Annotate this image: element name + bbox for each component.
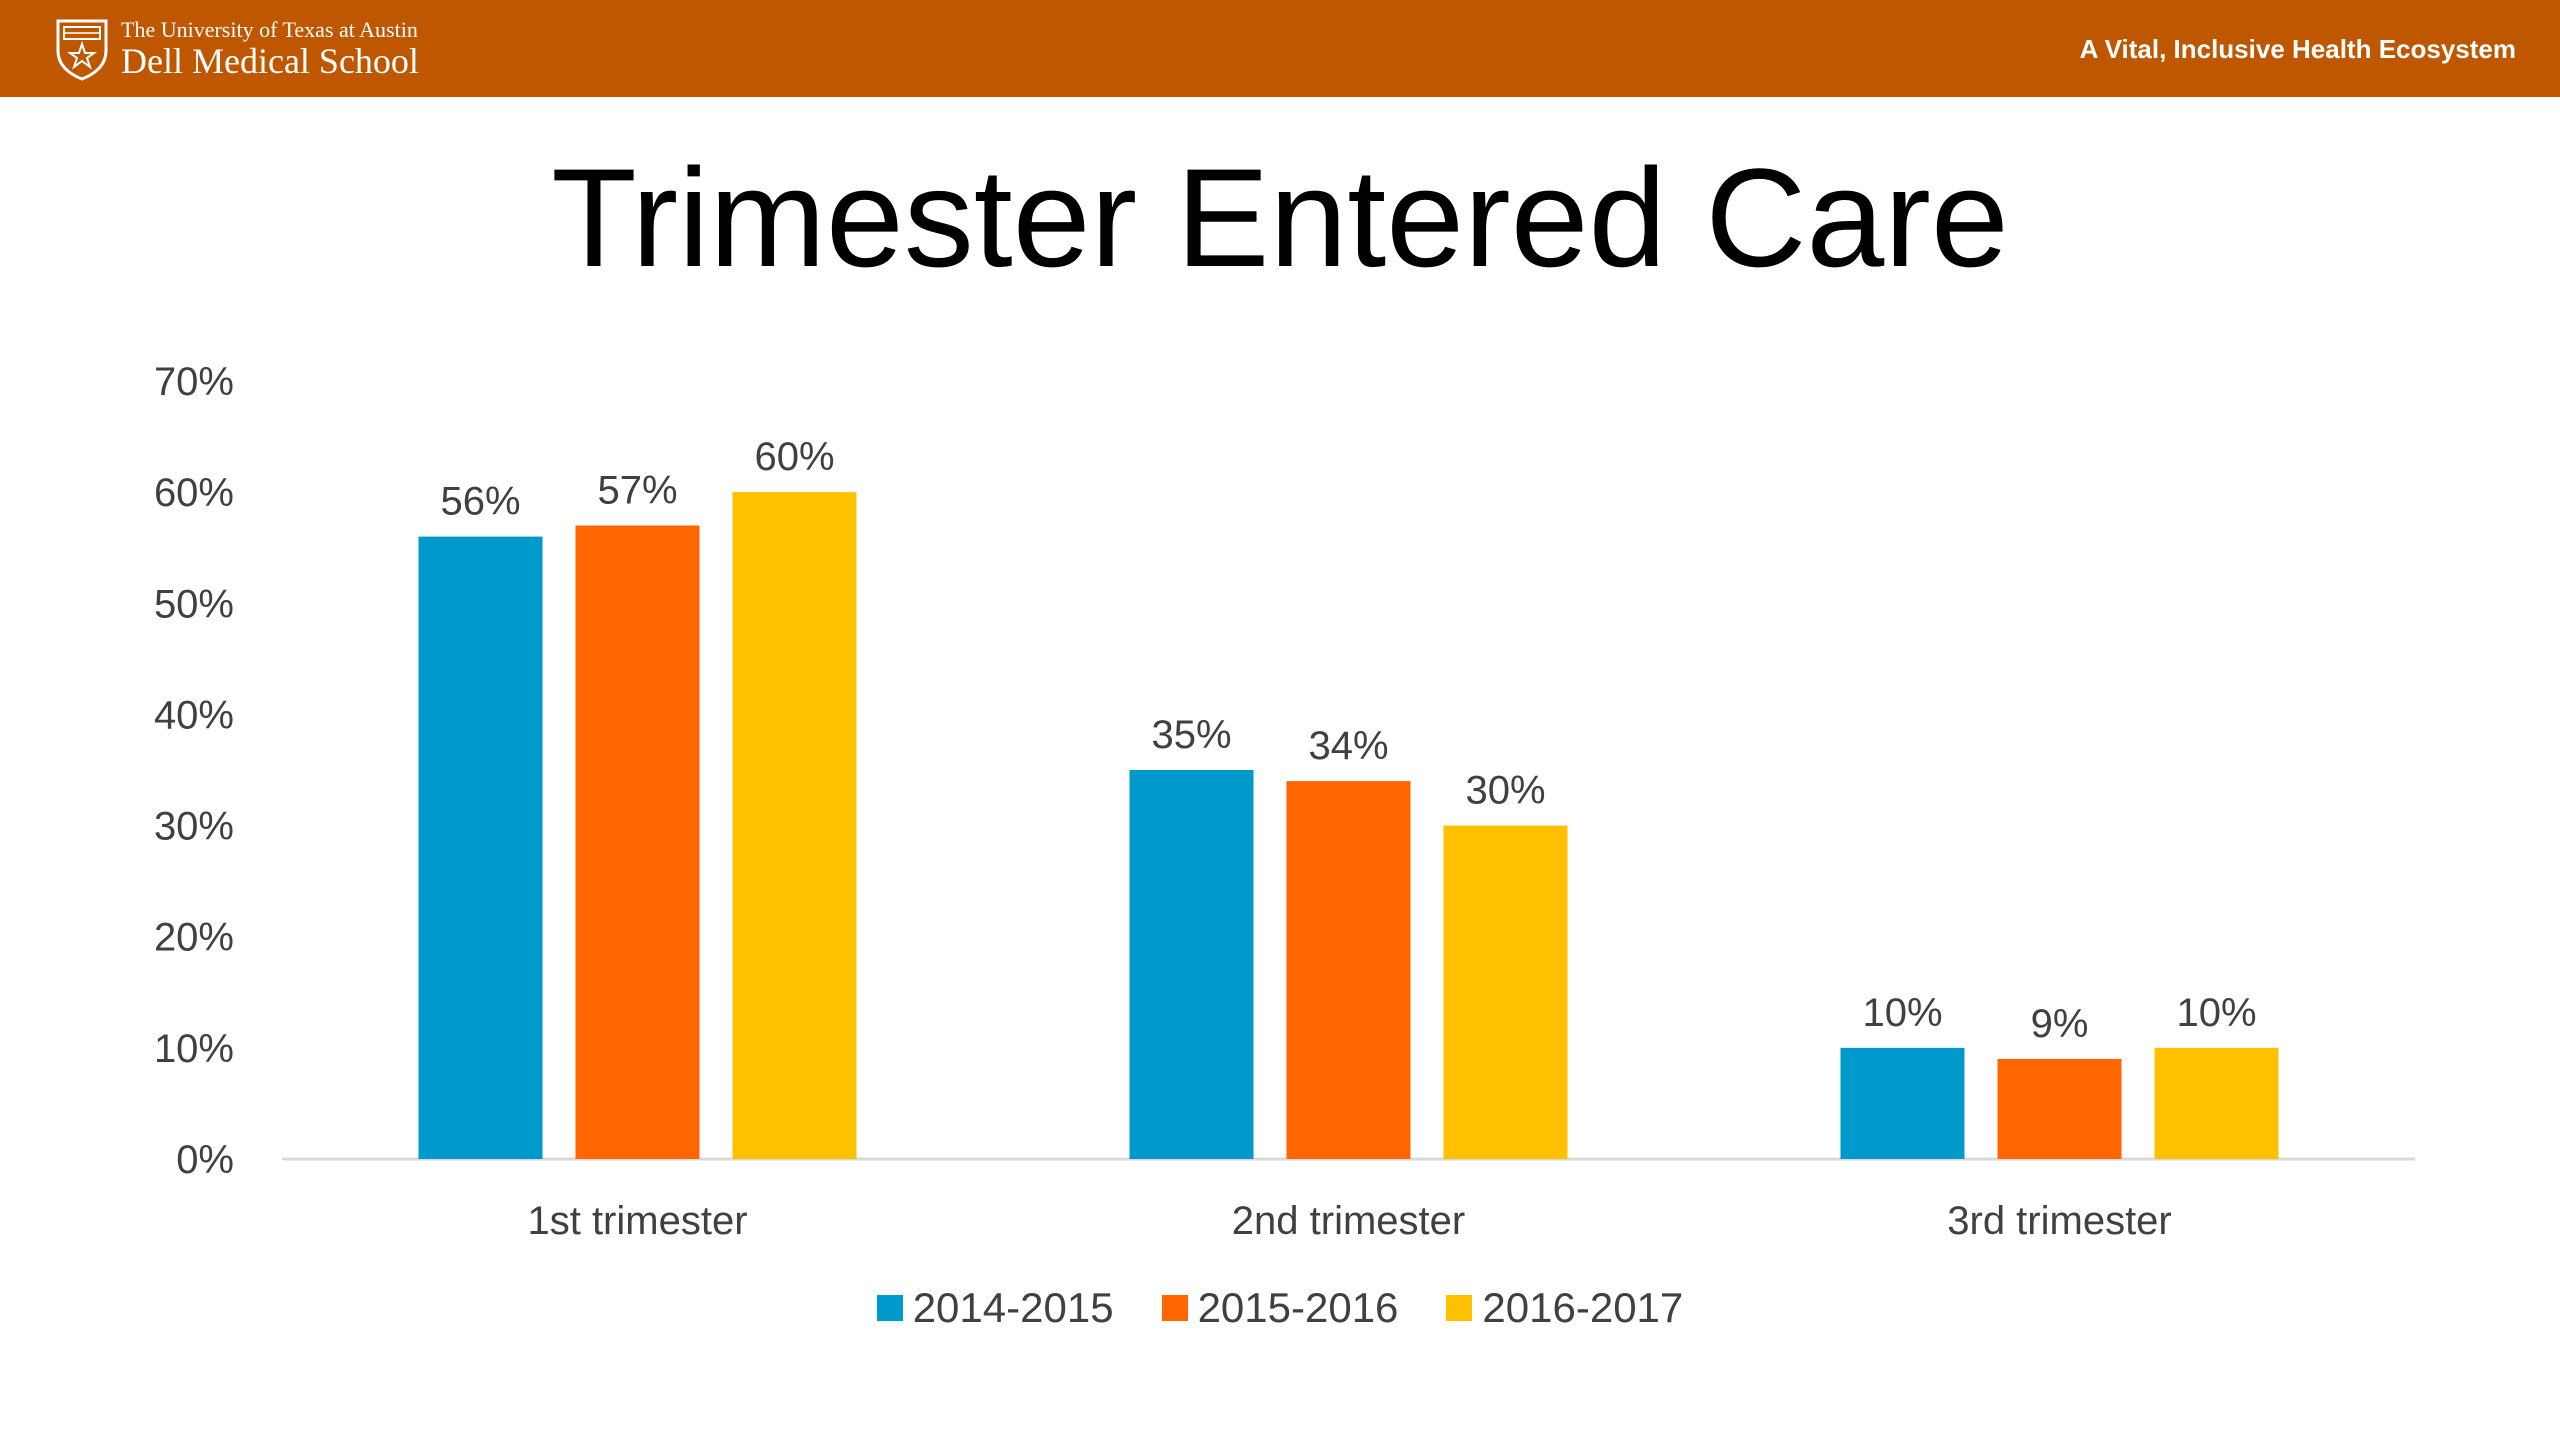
legend-label: 2015-2016 — [1197, 1284, 1399, 1331]
x-tick-label: 2nd trimester — [1232, 1199, 1465, 1243]
y-tick-label: 60% — [154, 471, 234, 515]
bar — [1997, 1058, 2122, 1159]
texas-shield-seal-icon — [55, 17, 109, 81]
x-tick-label: 3rd trimester — [1947, 1199, 2172, 1243]
y-tick-label: 30% — [154, 805, 234, 849]
bar — [1286, 781, 1411, 1159]
legend-swatch — [1446, 1295, 1473, 1321]
chart-title: Trimester Entered Care — [551, 139, 2009, 296]
chart-legend: 2014-2015 2015-2016 2016-2017 — [0, 1283, 2560, 1333]
y-tick-label: 0% — [176, 1138, 234, 1182]
legend-swatch — [876, 1295, 903, 1321]
school-name: Dell Medical School — [121, 41, 419, 81]
data-label: 9% — [2031, 1002, 2089, 1046]
data-label: 57% — [597, 468, 677, 512]
data-label: 56% — [440, 480, 520, 524]
bar — [2154, 1047, 2279, 1159]
data-label: 10% — [2176, 991, 2256, 1035]
y-tick-label: 50% — [154, 582, 234, 626]
university-name: The University of Texas at Austin — [121, 17, 418, 42]
bar — [1443, 825, 1568, 1159]
bar — [418, 536, 543, 1159]
data-label: 10% — [1862, 991, 1942, 1035]
bar — [1129, 770, 1254, 1159]
legend-swatch — [1161, 1295, 1188, 1321]
legend-item: 2016-2017 — [1446, 1284, 1683, 1332]
header-bar: The University of Texas at Austin Dell M… — [0, 0, 2560, 97]
data-label: 60% — [754, 435, 834, 479]
y-tick-label: 70% — [154, 360, 234, 404]
legend-item: 2014-2015 — [876, 1284, 1114, 1332]
data-label: 35% — [1151, 713, 1231, 757]
y-tick-label: 10% — [154, 1027, 234, 1071]
legend-item: 2015-2016 — [1161, 1284, 1399, 1332]
y-tick-label: 40% — [154, 693, 234, 737]
legend-label: 2016-2017 — [1482, 1284, 1684, 1331]
legend-label: 2014-2015 — [912, 1284, 1114, 1331]
bar — [732, 492, 857, 1160]
y-tick-label: 20% — [154, 916, 234, 960]
data-label: 30% — [1465, 769, 1545, 813]
data-label: 34% — [1308, 724, 1388, 768]
bar — [575, 525, 700, 1159]
tagline: A Vital, Inclusive Health Ecosystem — [2079, 34, 2516, 64]
x-tick-label: 1st trimester — [527, 1199, 747, 1243]
bar — [1840, 1047, 1965, 1159]
